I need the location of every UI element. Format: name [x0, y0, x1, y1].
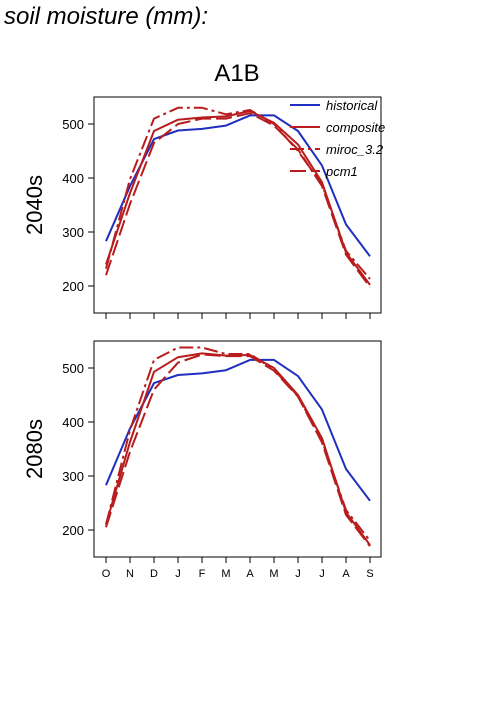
legend-label: pcm1: [325, 164, 358, 179]
series-line-composite: [105, 352, 371, 546]
x-tick-label: S: [366, 568, 373, 580]
series-line-pcm1: [105, 353, 371, 547]
series-line-historical: [105, 114, 371, 257]
panel-label: 2040s: [22, 175, 47, 235]
x-tick-label: J: [319, 568, 325, 580]
x-tick-label: J: [295, 568, 301, 580]
x-tick-label: N: [126, 568, 134, 580]
legend-label: historical: [326, 98, 378, 113]
x-tick-label: J: [175, 568, 181, 580]
x-tick-label: F: [199, 568, 206, 580]
y-tick-label: 200: [62, 523, 84, 538]
y-tick-label: 300: [62, 469, 84, 484]
panel-2040s: 200 300 400 500 2040s: [22, 96, 382, 319]
plot-frame: [93, 340, 382, 558]
x-tick-label: A: [246, 568, 254, 580]
page-title: soil moisture (mm):: [4, 3, 209, 30]
chart-title: A1B: [214, 60, 259, 87]
series-line-composite: [105, 110, 371, 286]
x-tick-label: O: [102, 568, 111, 580]
legend: historical composite miroc_3.2 pcm1: [290, 98, 385, 179]
series-line-pcm1: [105, 112, 371, 288]
y-tick-label: 400: [62, 415, 84, 430]
legend-label: miroc_3.2: [326, 142, 384, 157]
series-line-historical: [105, 358, 371, 502]
y-tick-label: 400: [62, 171, 84, 186]
series-line-miroc_3.2: [105, 106, 371, 280]
plot-frame: [93, 96, 382, 314]
x-tick-label: D: [150, 568, 158, 580]
x-tick-label: M: [269, 568, 278, 580]
y-tick-label: 300: [62, 225, 84, 240]
series-line-miroc_3.2: [105, 346, 371, 542]
panel-label: 2080s: [22, 419, 47, 479]
panel-2080s: 200 300 400 500 O N D J F M A M J J A S 2080s: [22, 340, 382, 580]
x-tick-label: A: [342, 568, 350, 580]
y-tick-label: 500: [62, 117, 84, 132]
y-tick-label: 500: [62, 361, 84, 376]
legend-label: composite: [326, 120, 385, 135]
x-tick-label: M: [221, 568, 230, 580]
y-tick-label: 200: [62, 279, 84, 294]
